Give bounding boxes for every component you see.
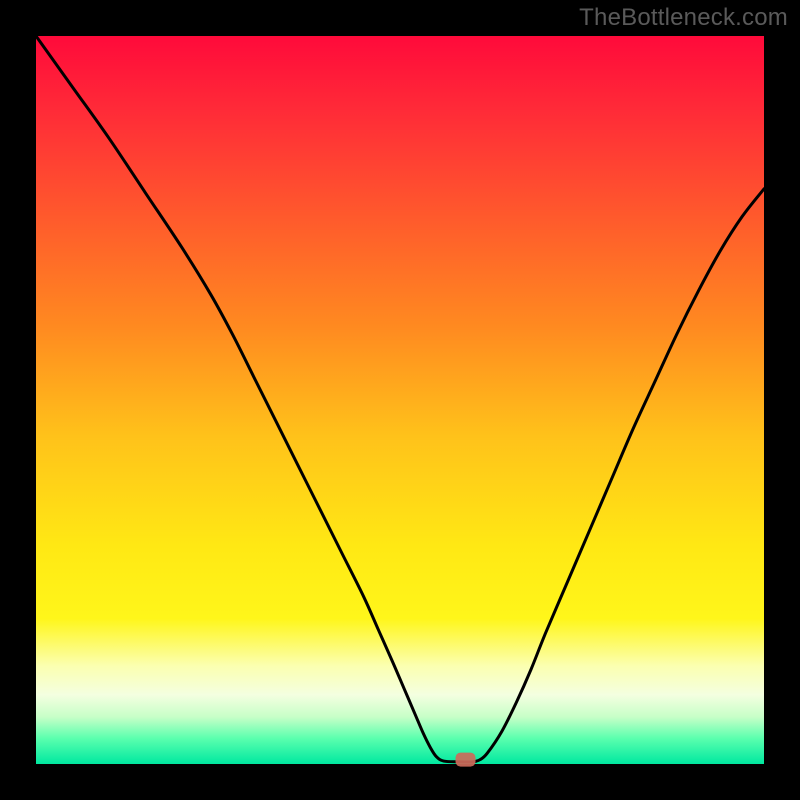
bottleneck-chart bbox=[0, 0, 800, 800]
chart-stage: TheBottleneck.com bbox=[0, 0, 800, 800]
watermark-text: TheBottleneck.com bbox=[579, 4, 788, 32]
optimal-point-marker bbox=[456, 753, 476, 767]
chart-gradient-background bbox=[36, 36, 764, 764]
